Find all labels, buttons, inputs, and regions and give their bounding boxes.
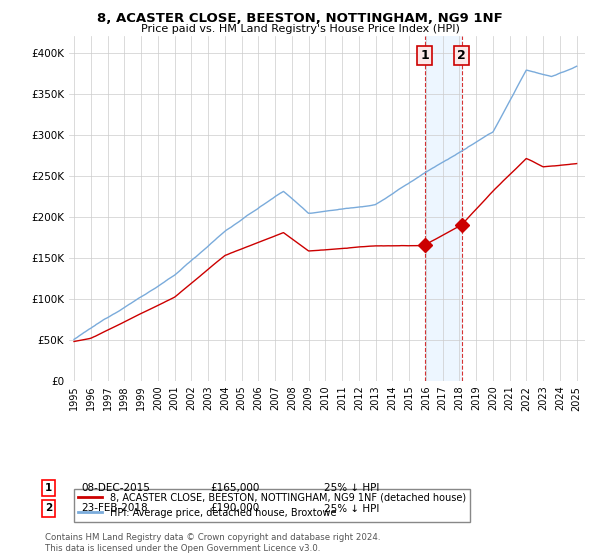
Text: 8, ACASTER CLOSE, BEESTON, NOTTINGHAM, NG9 1NF: 8, ACASTER CLOSE, BEESTON, NOTTINGHAM, N… <box>97 12 503 25</box>
Text: 1: 1 <box>420 49 429 62</box>
Text: 2: 2 <box>457 49 466 62</box>
Text: £165,000: £165,000 <box>210 483 259 493</box>
Text: 08-DEC-2015: 08-DEC-2015 <box>81 483 150 493</box>
Legend: 8, ACASTER CLOSE, BEESTON, NOTTINGHAM, NG9 1NF (detached house), HPI: Average pr: 8, ACASTER CLOSE, BEESTON, NOTTINGHAM, N… <box>74 489 470 521</box>
Text: £190,000: £190,000 <box>210 503 259 514</box>
Bar <box>425 36 461 381</box>
Text: Price paid vs. HM Land Registry's House Price Index (HPI): Price paid vs. HM Land Registry's House … <box>140 24 460 34</box>
Text: 2: 2 <box>45 503 52 514</box>
Text: Contains HM Land Registry data © Crown copyright and database right 2024.
This d: Contains HM Land Registry data © Crown c… <box>45 533 380 553</box>
Text: 1: 1 <box>45 483 52 493</box>
Text: 23-FEB-2018: 23-FEB-2018 <box>81 503 148 514</box>
Text: 25% ↓ HPI: 25% ↓ HPI <box>324 483 379 493</box>
Text: 25% ↓ HPI: 25% ↓ HPI <box>324 503 379 514</box>
